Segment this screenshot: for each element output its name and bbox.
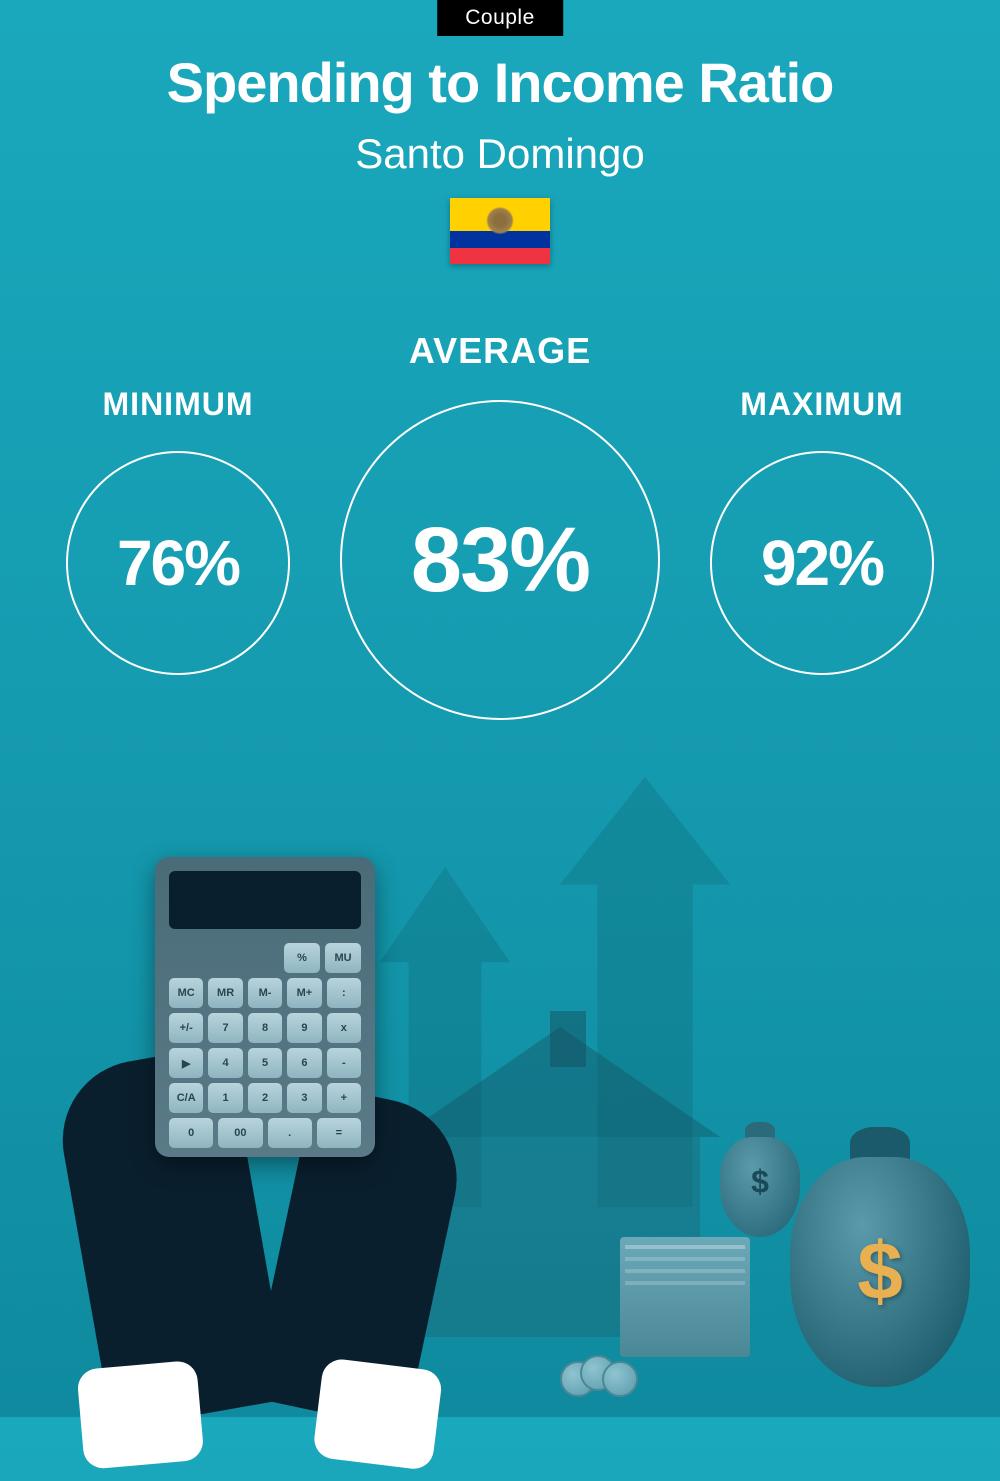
calculator-row: +/- 7 8 9 x [169,1013,361,1043]
stat-average-circle: 83% [340,400,660,720]
country-flag-icon [450,198,550,264]
calc-key: % [284,943,320,973]
stat-maximum-value: 92% [761,526,883,600]
calculator-row: 0 00 . = [169,1118,361,1148]
money-bag-large-icon [790,1157,970,1387]
flag-stripe-yellow [450,198,550,231]
page-title: Spending to Income Ratio [0,50,1000,115]
calc-key: MC [169,978,203,1008]
calc-key: + [327,1083,361,1113]
location-subtitle: Santo Domingo [0,130,1000,178]
flag-emblem-icon [486,206,514,234]
calc-key: MU [325,943,361,973]
stat-minimum-circle: 76% [66,451,290,675]
calc-key: 6 [287,1048,321,1078]
calculator-row: % MU [169,943,361,973]
coins-icon [560,1357,660,1397]
calc-key: 3 [287,1083,321,1113]
calc-key: +/- [169,1013,203,1043]
money-bag-small-icon [720,1137,800,1237]
money-stack-icon [620,1237,750,1357]
house-roof-icon [400,1027,720,1137]
stat-minimum-value: 76% [117,526,239,600]
calc-key: . [268,1118,312,1148]
calc-key: 5 [248,1048,282,1078]
stat-average-label: AVERAGE [409,330,591,372]
stat-maximum-circle: 92% [710,451,934,675]
calc-key: : [327,978,361,1008]
calc-key: 1 [208,1083,242,1113]
stat-average: AVERAGE 83% [340,330,660,720]
calc-key: x [327,1013,361,1043]
coin-icon [602,1361,638,1397]
stats-row: MINIMUM 76% AVERAGE 83% MAXIMUM 92% [0,330,1000,720]
stat-maximum: MAXIMUM 92% [710,386,934,675]
calc-key: M+ [287,978,321,1008]
calculator-row: C/A 1 2 3 + [169,1083,361,1113]
calculator-screen [169,871,361,929]
stat-minimum-label: MINIMUM [103,386,254,423]
calc-key: 9 [287,1013,321,1043]
calc-key: 0 [169,1118,213,1148]
calc-key: = [317,1118,361,1148]
calc-key: ▶ [169,1048,203,1078]
calc-key: 00 [218,1118,262,1148]
calc-key: 2 [248,1083,282,1113]
calculator-row: MC MR M- M+ : [169,978,361,1008]
flag-stripe-red [450,248,550,265]
stat-maximum-label: MAXIMUM [740,386,903,423]
calculator-row: ▶ 4 5 6 - [169,1048,361,1078]
calc-key: 4 [208,1048,242,1078]
calc-key: MR [208,978,242,1008]
calculator-icon: % MU MC MR M- M+ : +/- 7 8 9 x ▶ 4 5 6 -… [155,857,375,1157]
calc-key: 8 [248,1013,282,1043]
calc-key: C/A [169,1083,203,1113]
stat-minimum: MINIMUM 76% [66,386,290,675]
calc-key: M- [248,978,282,1008]
category-badge: Couple [437,0,563,36]
stat-average-value: 83% [411,508,589,613]
calc-key: - [327,1048,361,1078]
calc-key: 7 [208,1013,242,1043]
illustration-area: % MU MC MR M- M+ : +/- 7 8 9 x ▶ 4 5 6 -… [0,797,1000,1417]
